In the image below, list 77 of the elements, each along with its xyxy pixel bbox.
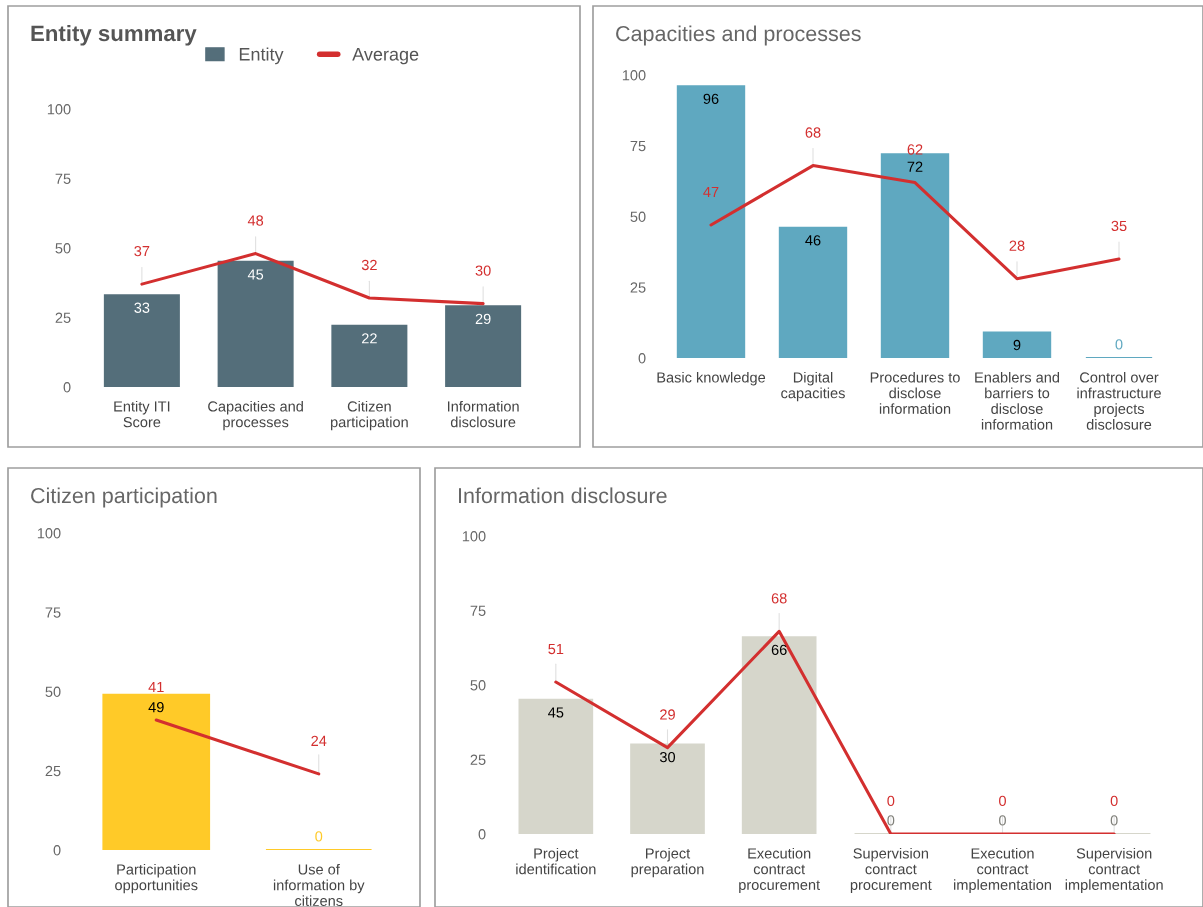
x-tick-label: Basic knowledge (657, 371, 766, 386)
data-label: 29 (660, 709, 675, 720)
y-tick-label: 75 (470, 605, 486, 616)
data-label: 0 (1110, 795, 1118, 807)
y-tick-label: 0 (478, 829, 486, 840)
legend-label: Entity (239, 47, 284, 65)
y-tick-label: 25 (630, 282, 646, 293)
data-label: 30 (475, 265, 491, 276)
y-tick-label: 25 (55, 312, 71, 323)
data-label: 0 (315, 831, 323, 842)
y-tick-label: 100 (37, 528, 61, 539)
x-tick-label: Use of information by citizens (273, 863, 365, 907)
x-tick-label: Control over infrastructure projects disclosure (1077, 371, 1161, 430)
y-tick-label: 25 (45, 765, 61, 777)
data-label: 35 (1111, 220, 1127, 232)
data-label: 0 (999, 815, 1006, 826)
x-tick-label: Digital capacities (781, 371, 845, 402)
data-label: 22 (362, 333, 377, 344)
chart-title: Entity summary (31, 24, 197, 46)
y-tick-label: 25 (470, 754, 486, 765)
x-tick-label: Supervision contract implementation (1065, 847, 1163, 893)
data-label: 33 (134, 302, 150, 313)
y-tick-label: 50 (55, 243, 71, 254)
data-label: 48 (247, 215, 264, 226)
x-tick-label: Information disclosure (448, 400, 519, 428)
data-label: 30 (659, 751, 676, 763)
data-label: 41 (148, 681, 164, 692)
y-tick-label: 50 (630, 211, 646, 222)
x-tick-label: Participation opportunities (115, 863, 198, 894)
data-label: 66 (771, 644, 787, 655)
x-tick-label: Capacities and processes (208, 400, 303, 431)
x-tick-label: Execution contract procurement (739, 847, 820, 893)
data-label: 0 (999, 795, 1006, 807)
chart-title: Capacities and processes (616, 25, 861, 46)
data-label: 24 (311, 735, 327, 746)
x-tick-label: Execution contract implementation (954, 847, 1051, 893)
data-label: 68 (771, 593, 787, 604)
y-tick-label: 100 (622, 70, 646, 81)
y-tick-label: 0 (638, 353, 646, 364)
data-label: 51 (548, 643, 564, 655)
y-tick-label: 0 (63, 382, 71, 393)
chart-title: Citizen participation (31, 487, 217, 508)
data-label: 29 (475, 313, 491, 325)
data-label: 0 (887, 795, 895, 807)
y-tick-label: 50 (45, 686, 61, 697)
y-tick-label: 75 (630, 141, 646, 152)
x-tick-label: Citizen participation (331, 400, 408, 431)
x-tick-label: Project identification (516, 847, 596, 875)
data-label: 96 (703, 93, 719, 104)
x-tick-label: Supervision contract procurement (850, 847, 932, 893)
data-label: 45 (548, 707, 564, 718)
data-label: 0 (887, 815, 895, 826)
data-label: 37 (134, 245, 150, 257)
data-label: 0 (1110, 815, 1118, 826)
y-tick-label: 100 (462, 531, 486, 542)
data-label: 68 (805, 127, 821, 138)
x-tick-label: Project preparation (631, 847, 704, 878)
x-tick-label: Enablers and barriers to disclose information (975, 371, 1060, 430)
data-label: 46 (805, 235, 821, 246)
data-label: 45 (247, 269, 264, 280)
x-tick-label: Procedures to disclose information (870, 371, 960, 415)
y-tick-label: 100 (47, 104, 71, 115)
data-label: 47 (703, 186, 719, 197)
chart-title: Information disclosure (458, 487, 667, 504)
data-label: 49 (148, 702, 164, 713)
x-tick-label: Entity ITI Score (114, 400, 170, 428)
data-label: 32 (361, 259, 377, 271)
y-tick-label: 75 (55, 173, 71, 184)
data-label: 28 (1009, 240, 1025, 251)
legend-label: Average (352, 48, 419, 65)
data-label: 72 (907, 161, 923, 172)
y-tick-label: 75 (45, 607, 61, 618)
data-label: 62 (907, 144, 923, 155)
y-tick-label: 0 (53, 845, 61, 856)
data-label: 0 (1115, 339, 1123, 350)
y-tick-label: 50 (470, 680, 486, 691)
data-label: 9 (1013, 339, 1021, 351)
